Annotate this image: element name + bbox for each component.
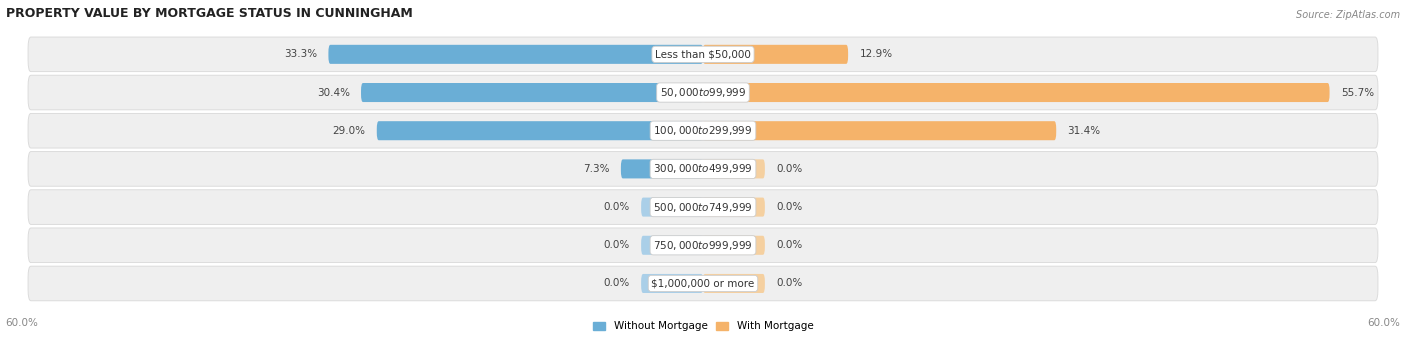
Legend: Without Mortgage, With Mortgage: Without Mortgage, With Mortgage <box>589 317 817 336</box>
Text: Less than $50,000: Less than $50,000 <box>655 49 751 60</box>
FancyBboxPatch shape <box>361 83 703 102</box>
Text: $750,000 to $999,999: $750,000 to $999,999 <box>654 239 752 252</box>
FancyBboxPatch shape <box>703 236 765 255</box>
FancyBboxPatch shape <box>28 152 1378 186</box>
Text: $1,000,000 or more: $1,000,000 or more <box>651 278 755 288</box>
Text: 60.0%: 60.0% <box>6 318 38 327</box>
FancyBboxPatch shape <box>703 121 1056 140</box>
FancyBboxPatch shape <box>621 159 703 178</box>
Text: $500,000 to $749,999: $500,000 to $749,999 <box>654 201 752 214</box>
Text: 0.0%: 0.0% <box>603 240 630 250</box>
Text: 33.3%: 33.3% <box>284 49 318 60</box>
FancyBboxPatch shape <box>28 37 1378 72</box>
FancyBboxPatch shape <box>28 228 1378 262</box>
Text: 60.0%: 60.0% <box>1368 318 1400 327</box>
FancyBboxPatch shape <box>703 159 765 178</box>
Text: 0.0%: 0.0% <box>776 164 803 174</box>
FancyBboxPatch shape <box>641 198 703 217</box>
FancyBboxPatch shape <box>641 274 703 293</box>
FancyBboxPatch shape <box>703 83 1330 102</box>
Text: 29.0%: 29.0% <box>333 126 366 136</box>
Text: PROPERTY VALUE BY MORTGAGE STATUS IN CUNNINGHAM: PROPERTY VALUE BY MORTGAGE STATUS IN CUN… <box>6 7 412 20</box>
FancyBboxPatch shape <box>703 198 765 217</box>
Text: 30.4%: 30.4% <box>316 87 350 98</box>
Text: 0.0%: 0.0% <box>603 202 630 212</box>
Text: $300,000 to $499,999: $300,000 to $499,999 <box>654 163 752 175</box>
FancyBboxPatch shape <box>377 121 703 140</box>
Text: 31.4%: 31.4% <box>1067 126 1101 136</box>
Text: 12.9%: 12.9% <box>859 49 893 60</box>
FancyBboxPatch shape <box>28 190 1378 224</box>
Text: 0.0%: 0.0% <box>776 240 803 250</box>
Text: 0.0%: 0.0% <box>776 278 803 288</box>
Text: 0.0%: 0.0% <box>776 202 803 212</box>
Text: 55.7%: 55.7% <box>1341 87 1374 98</box>
FancyBboxPatch shape <box>28 75 1378 110</box>
FancyBboxPatch shape <box>28 266 1378 301</box>
FancyBboxPatch shape <box>28 114 1378 148</box>
FancyBboxPatch shape <box>703 274 765 293</box>
Text: 7.3%: 7.3% <box>583 164 610 174</box>
FancyBboxPatch shape <box>329 45 703 64</box>
Text: Source: ZipAtlas.com: Source: ZipAtlas.com <box>1296 10 1400 20</box>
Text: $100,000 to $299,999: $100,000 to $299,999 <box>654 124 752 137</box>
FancyBboxPatch shape <box>641 236 703 255</box>
Text: 0.0%: 0.0% <box>603 278 630 288</box>
Text: $50,000 to $99,999: $50,000 to $99,999 <box>659 86 747 99</box>
FancyBboxPatch shape <box>703 45 848 64</box>
